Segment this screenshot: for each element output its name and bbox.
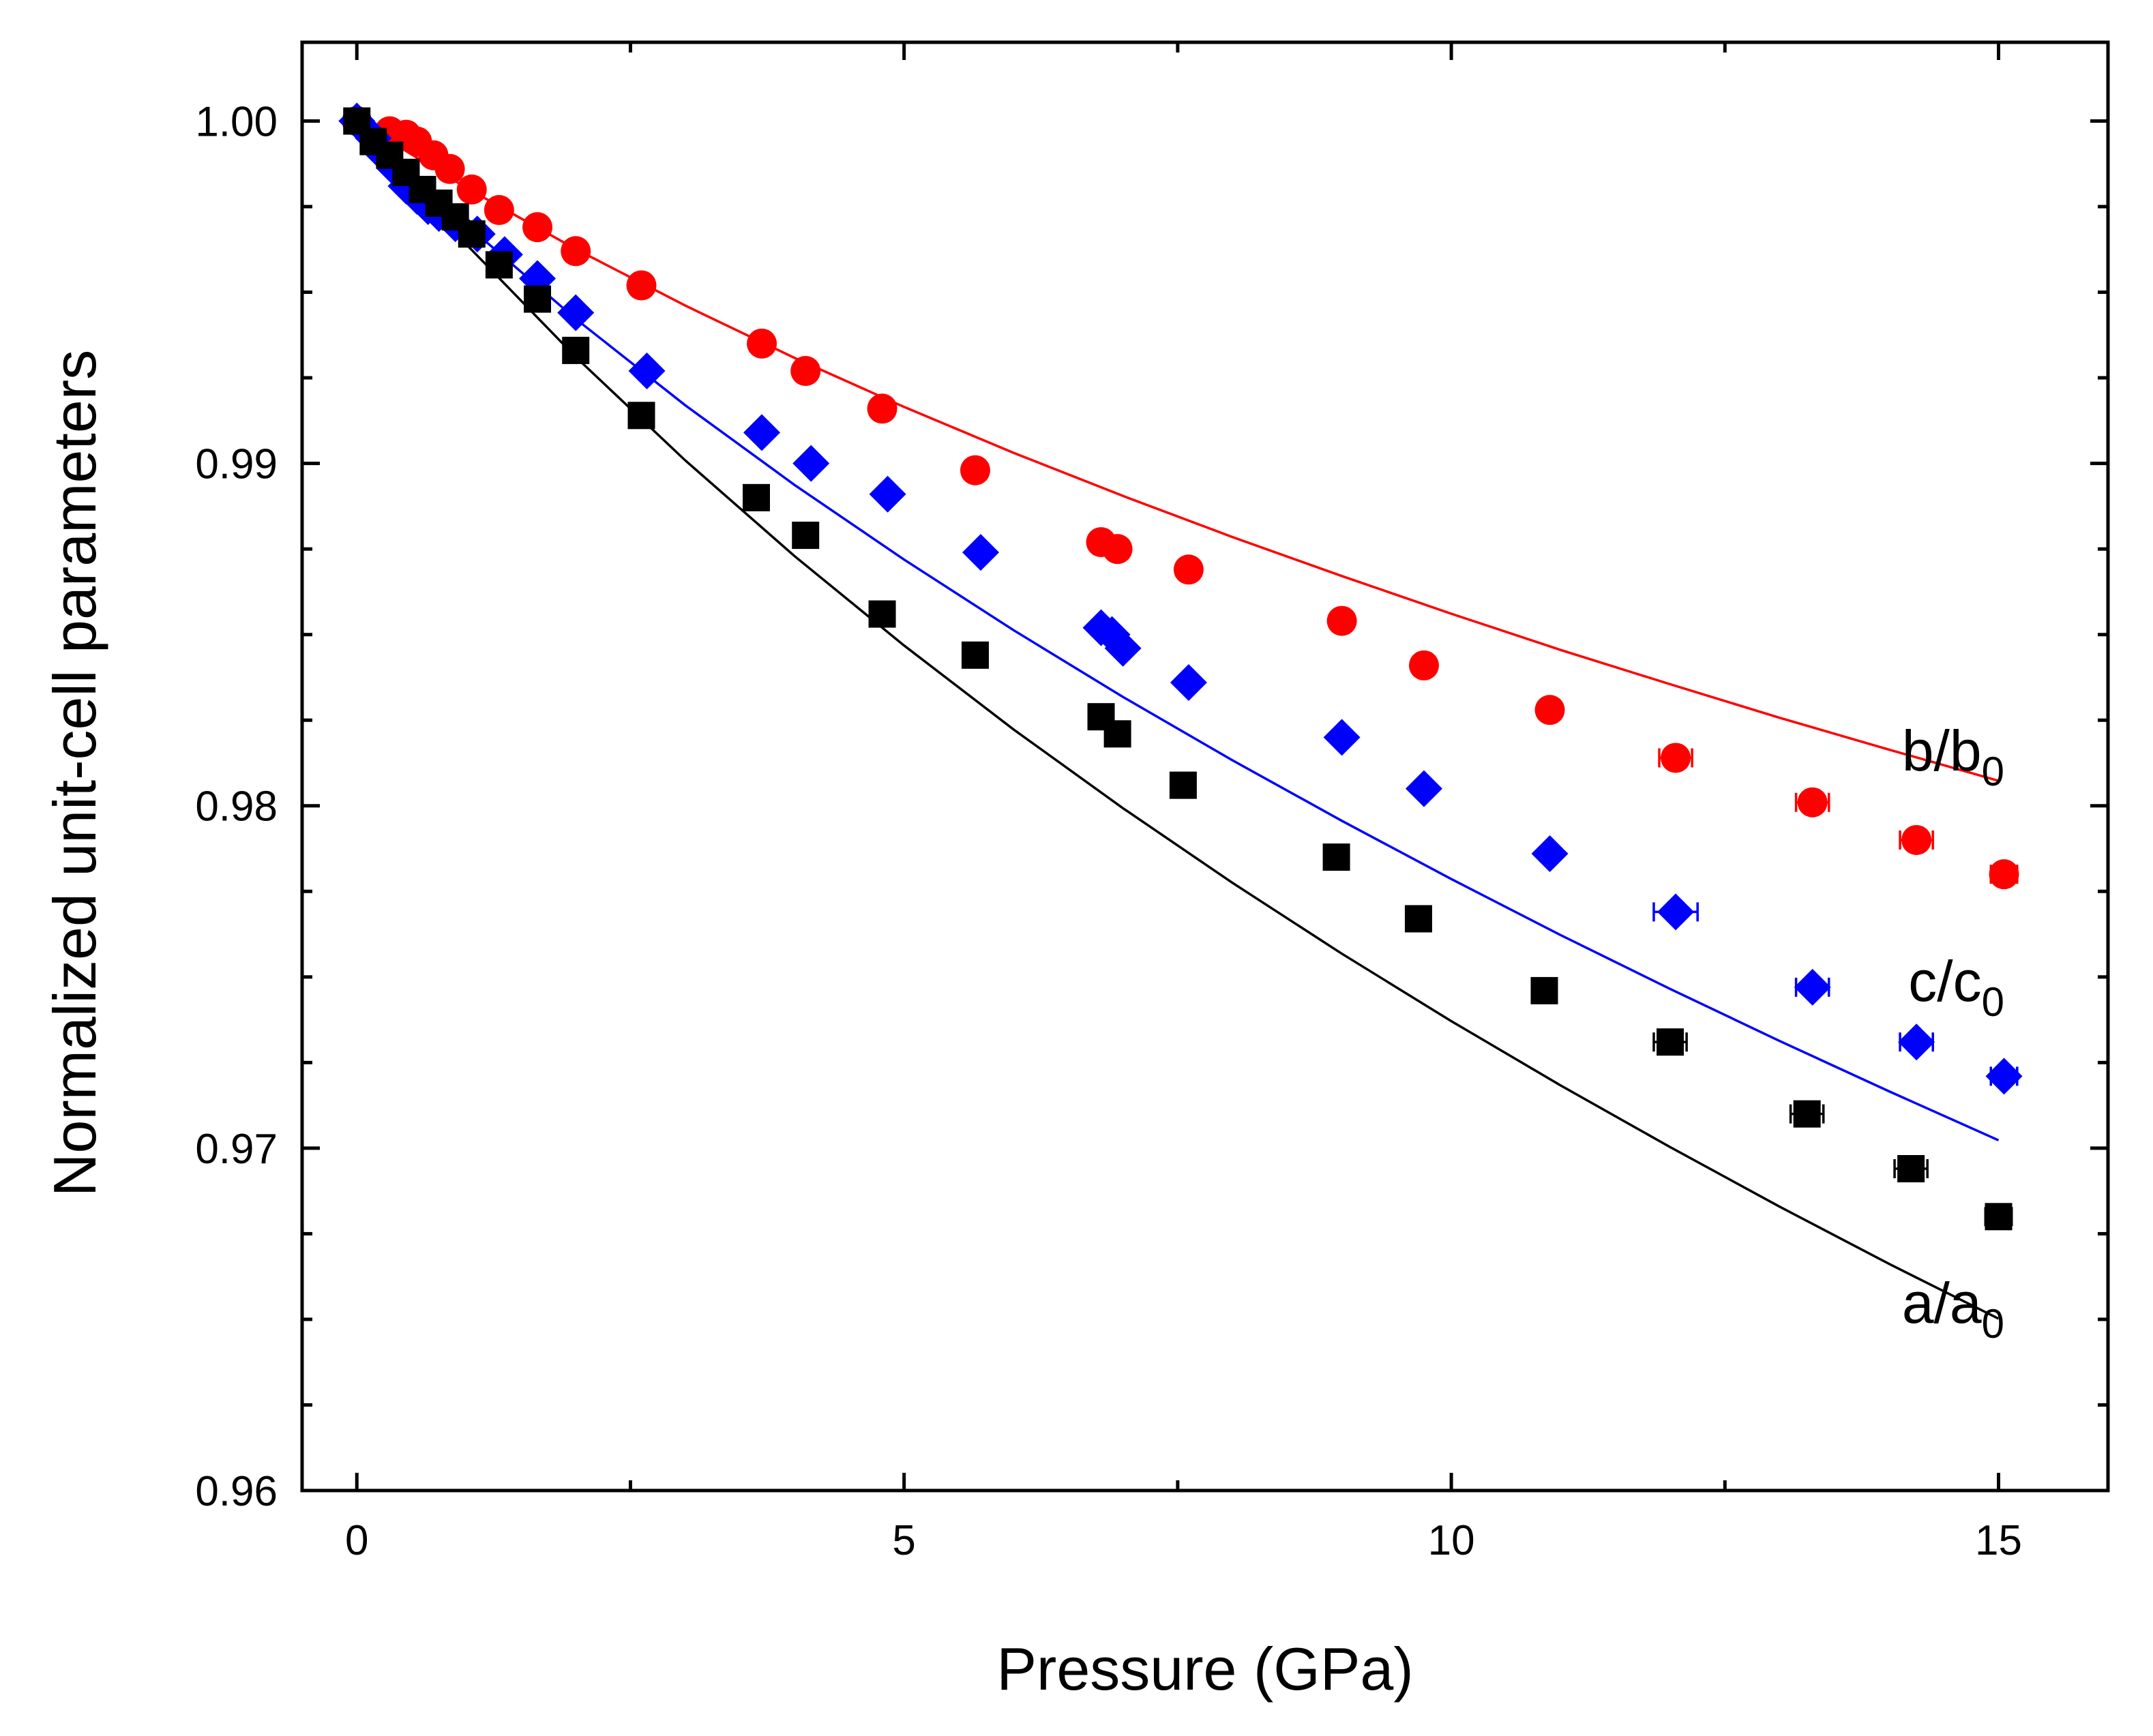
data-point-b-b0	[1534, 695, 1565, 725]
data-point-b-b0	[1901, 824, 1932, 855]
data-point-b-b0	[1661, 743, 1691, 773]
data-point-b-b0	[790, 356, 821, 387]
data-point-c-c0	[1170, 663, 1207, 701]
data-point-b-b0	[484, 195, 514, 226]
data-point-a-a0	[1793, 1100, 1821, 1128]
series-label-c-c0: c/c0	[1908, 949, 2004, 1025]
data-point-c-c0	[1985, 1058, 2023, 1095]
tick-labels: 0 5 10 15 0.96 0.97 0.98 0.99 1.00	[195, 98, 2022, 1564]
data-point-a-a0	[743, 483, 771, 511]
data-point-b-b0	[522, 212, 553, 243]
data-point-a-a0	[1404, 905, 1432, 933]
x-tick-label: 0	[345, 1517, 368, 1564]
x-tick-label: 10	[1428, 1517, 1475, 1564]
y-axis-title: Normalized unit-cell parameters	[41, 350, 108, 1197]
data-point-b-b0	[1989, 859, 2019, 890]
data-point-c-c0	[1657, 893, 1695, 931]
data-point-c-c0	[1898, 1023, 1935, 1061]
data-point-c-c0	[557, 294, 595, 331]
data-point-a-a0	[1530, 976, 1558, 1004]
data-point-b-b0	[626, 270, 657, 301]
data-point-b-b0	[1408, 650, 1439, 680]
data-point-a-a0	[1169, 771, 1197, 799]
data-point-a-a0	[562, 336, 590, 364]
data-point-b-b0	[434, 153, 465, 184]
x-tick-label: 15	[1975, 1517, 2022, 1564]
data-point-c-c0	[1104, 629, 1142, 667]
series-label-main: b/b	[1902, 719, 1982, 783]
series-labels: b/b0c/c0a/a0	[1902, 719, 2004, 1347]
data-point-b-b0	[747, 328, 777, 359]
y-tick-label: 1.00	[195, 98, 278, 145]
data-point-a-a0	[1897, 1155, 1925, 1182]
data-point-a-a0	[458, 220, 486, 248]
data-point-a-a0	[1985, 1203, 2013, 1231]
data-point-c-c0	[1323, 719, 1361, 756]
data-point-a-a0	[1322, 843, 1350, 871]
data-point-b-b0	[1173, 554, 1204, 585]
data-point-a-a0	[1103, 720, 1131, 748]
data-point-a-a0	[868, 600, 896, 628]
series-label-b-b0: b/b0	[1902, 719, 2004, 794]
x-axis-title: Pressure (GPa)	[996, 1635, 1413, 1703]
y-tick-label: 0.98	[195, 783, 278, 830]
data-point-b-b0	[561, 236, 591, 267]
x-tick-label: 5	[892, 1517, 915, 1564]
y-tick-label: 0.99	[195, 441, 278, 488]
data-point-c-c0	[743, 414, 781, 451]
y-tick-label: 0.96	[195, 1468, 278, 1515]
data-point-c-c0	[1405, 770, 1442, 807]
data-point-b-b0	[960, 455, 990, 485]
series-label-subscript: 0	[1982, 1301, 2004, 1347]
series-label-main: c/c	[1908, 949, 1981, 1013]
series-label-a-a0: a/a0	[1902, 1271, 2004, 1347]
series-label-subscript: 0	[1982, 979, 2004, 1025]
data-point-a-a0	[524, 285, 552, 313]
y-tick-label: 0.97	[195, 1126, 278, 1173]
data-markers	[338, 102, 2023, 1231]
data-point-b-b0	[1326, 605, 1357, 636]
data-point-a-a0	[627, 402, 655, 430]
data-point-c-c0	[792, 445, 830, 482]
axis-ticks	[302, 42, 2108, 1493]
data-point-b-b0	[456, 174, 487, 205]
series-label-subscript: 0	[1982, 749, 2004, 794]
fit-curve-c-c0	[355, 120, 2000, 1141]
data-point-a-a0	[961, 641, 989, 669]
data-point-b-b0	[867, 393, 897, 424]
data-point-a-a0	[1657, 1028, 1684, 1056]
series-label-main: a/a	[1902, 1271, 1982, 1335]
data-point-c-c0	[869, 475, 906, 513]
data-point-c-c0	[1794, 968, 1831, 1006]
data-point-a-a0	[485, 251, 513, 279]
fit-curves	[355, 120, 2000, 1320]
data-point-b-b0	[1797, 787, 1828, 818]
data-point-b-b0	[1102, 534, 1133, 565]
data-point-c-c0	[962, 534, 1000, 571]
plot-frame	[300, 40, 2110, 1493]
data-point-c-c0	[628, 353, 666, 390]
fit-curve-a-a0	[355, 120, 2000, 1320]
data-point-c-c0	[1531, 835, 1569, 873]
data-point-a-a0	[792, 522, 820, 550]
